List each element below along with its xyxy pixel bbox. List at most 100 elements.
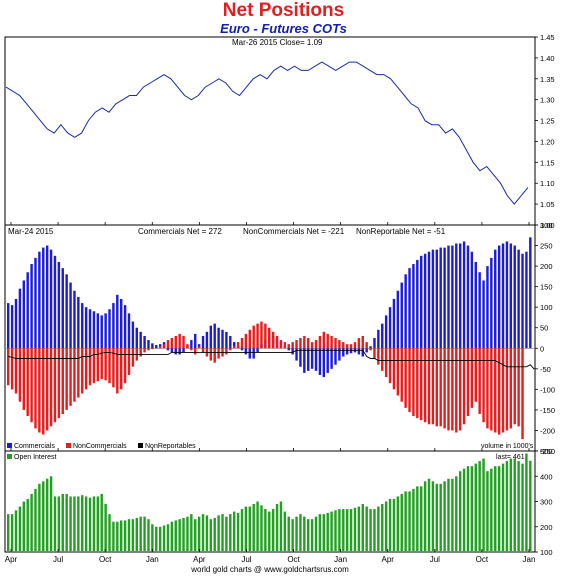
commercials-bar bbox=[509, 243, 513, 349]
open-interest-bar bbox=[357, 506, 361, 551]
noncommercials-bar bbox=[513, 348, 516, 425]
y-tick-label: 200 bbox=[540, 523, 553, 532]
open-interest-bar bbox=[170, 521, 174, 551]
noncommercials-bar bbox=[373, 348, 376, 359]
open-interest-bar bbox=[326, 512, 329, 551]
noncommercials-bar bbox=[244, 333, 248, 349]
noncommercials-bar bbox=[322, 331, 326, 349]
commercials-bar bbox=[26, 272, 29, 349]
noncommercials-bar bbox=[49, 348, 53, 427]
nonreportable-net-annotation: NonReportable Net = -51 bbox=[356, 227, 446, 236]
open-interest-bar bbox=[338, 509, 341, 551]
legend-nonreportables-label: NonReportables bbox=[145, 443, 196, 450]
commercials-bar bbox=[73, 290, 76, 349]
open-interest-bar bbox=[478, 461, 481, 551]
noncommercials-bar bbox=[490, 348, 493, 431]
open-interest-bar bbox=[412, 488, 415, 552]
noncommercials-bar bbox=[260, 321, 263, 349]
noncommercials-bar bbox=[326, 333, 329, 349]
net-date-annotation: Mar-24 2015 bbox=[8, 227, 54, 236]
commercials-bar bbox=[127, 313, 131, 349]
open-interest-bar bbox=[345, 509, 349, 551]
noncommercials-bar bbox=[209, 348, 213, 361]
noncommercials-bar bbox=[14, 348, 18, 394]
noncommercials-bar bbox=[349, 344, 353, 349]
noncommercials-bar bbox=[517, 348, 520, 427]
noncommercials-bar bbox=[505, 348, 509, 431]
commercials-bar bbox=[135, 327, 138, 349]
commercials-bar bbox=[384, 315, 388, 349]
open-interest-bar bbox=[458, 471, 462, 551]
noncommercials-bar bbox=[377, 348, 380, 365]
commercials-bar bbox=[412, 264, 415, 349]
noncommercials-bar bbox=[217, 348, 220, 359]
open-interest-bar bbox=[384, 501, 388, 551]
legend-open-interest-swatch bbox=[7, 454, 12, 459]
commercials-bar bbox=[310, 348, 314, 369]
noncommercials-bar bbox=[330, 335, 333, 349]
noncommercials-bar bbox=[229, 348, 232, 351]
y-tick-label: 400 bbox=[540, 472, 553, 481]
noncommercials-bar bbox=[303, 335, 306, 349]
y-tick-label: -250 bbox=[540, 447, 555, 456]
commercials-bar bbox=[451, 245, 454, 349]
commercials-bar bbox=[474, 261, 477, 349]
noncommercials-bar bbox=[104, 348, 107, 381]
open-interest-bar bbox=[497, 466, 501, 551]
open-interest-bar bbox=[486, 471, 489, 551]
open-interest-bar bbox=[373, 509, 376, 551]
open-interest-bar bbox=[361, 504, 364, 551]
commercials-bar bbox=[470, 251, 474, 349]
commercials-bar bbox=[112, 303, 115, 349]
footer-credit: world gold charts @ www.goldchartsrus.co… bbox=[190, 565, 349, 574]
commercials-bar bbox=[166, 348, 170, 351]
open-interest-bar bbox=[197, 516, 201, 551]
commercials-bar bbox=[435, 249, 439, 349]
open-interest-bar bbox=[131, 519, 135, 551]
open-interest-bar bbox=[505, 461, 509, 551]
open-interest-bar bbox=[38, 483, 41, 551]
open-interest-bar bbox=[166, 524, 170, 551]
noncommercials-bar bbox=[509, 348, 513, 429]
open-interest-bar bbox=[369, 509, 372, 551]
open-interest-bar bbox=[474, 463, 477, 552]
open-interest-bar bbox=[135, 517, 138, 551]
commercials-bar bbox=[30, 264, 33, 349]
noncommercials-bar bbox=[69, 348, 72, 406]
commercials-bar bbox=[119, 298, 123, 349]
noncommercials-bar bbox=[271, 331, 275, 349]
noncommercials-net-annotation: NonCommercials Net = -221 bbox=[243, 227, 345, 236]
open-interest-bar bbox=[155, 526, 158, 551]
commercials-bar bbox=[217, 327, 220, 349]
nonreportables-line bbox=[8, 349, 535, 370]
noncommercials-bar bbox=[458, 348, 462, 431]
open-interest-bar bbox=[521, 463, 524, 552]
noncommercials-bar bbox=[34, 348, 37, 429]
noncommercials-bar bbox=[92, 348, 96, 384]
noncommercials-bar bbox=[22, 348, 26, 410]
commercials-bar bbox=[69, 282, 72, 349]
commercials-bar bbox=[431, 249, 435, 349]
commercials-bar bbox=[505, 241, 509, 349]
commercials-bar bbox=[252, 348, 255, 359]
noncommercials-bar bbox=[334, 338, 337, 349]
commercials-bar bbox=[416, 259, 419, 349]
open-interest-bar bbox=[92, 496, 96, 551]
commercials-bar bbox=[396, 290, 400, 349]
open-interest-bar bbox=[49, 476, 53, 551]
open-interest-bar bbox=[330, 511, 333, 551]
commercials-bar bbox=[486, 266, 489, 349]
noncommercials-bar bbox=[252, 325, 255, 349]
noncommercials-bar bbox=[338, 340, 341, 349]
noncommercials-bar bbox=[108, 348, 111, 384]
noncommercials-bar bbox=[466, 348, 470, 417]
commercials-bar bbox=[423, 253, 427, 349]
noncommercials-bar bbox=[213, 348, 216, 363]
open-interest-bar bbox=[268, 511, 271, 551]
noncommercials-bar bbox=[96, 348, 100, 382]
y-tick-label: 1.20 bbox=[540, 137, 555, 146]
commercials-bar bbox=[369, 346, 372, 349]
y-tick-label: -150 bbox=[540, 406, 555, 415]
open-interest-bar bbox=[186, 516, 189, 551]
noncommercials-bar bbox=[357, 338, 361, 349]
